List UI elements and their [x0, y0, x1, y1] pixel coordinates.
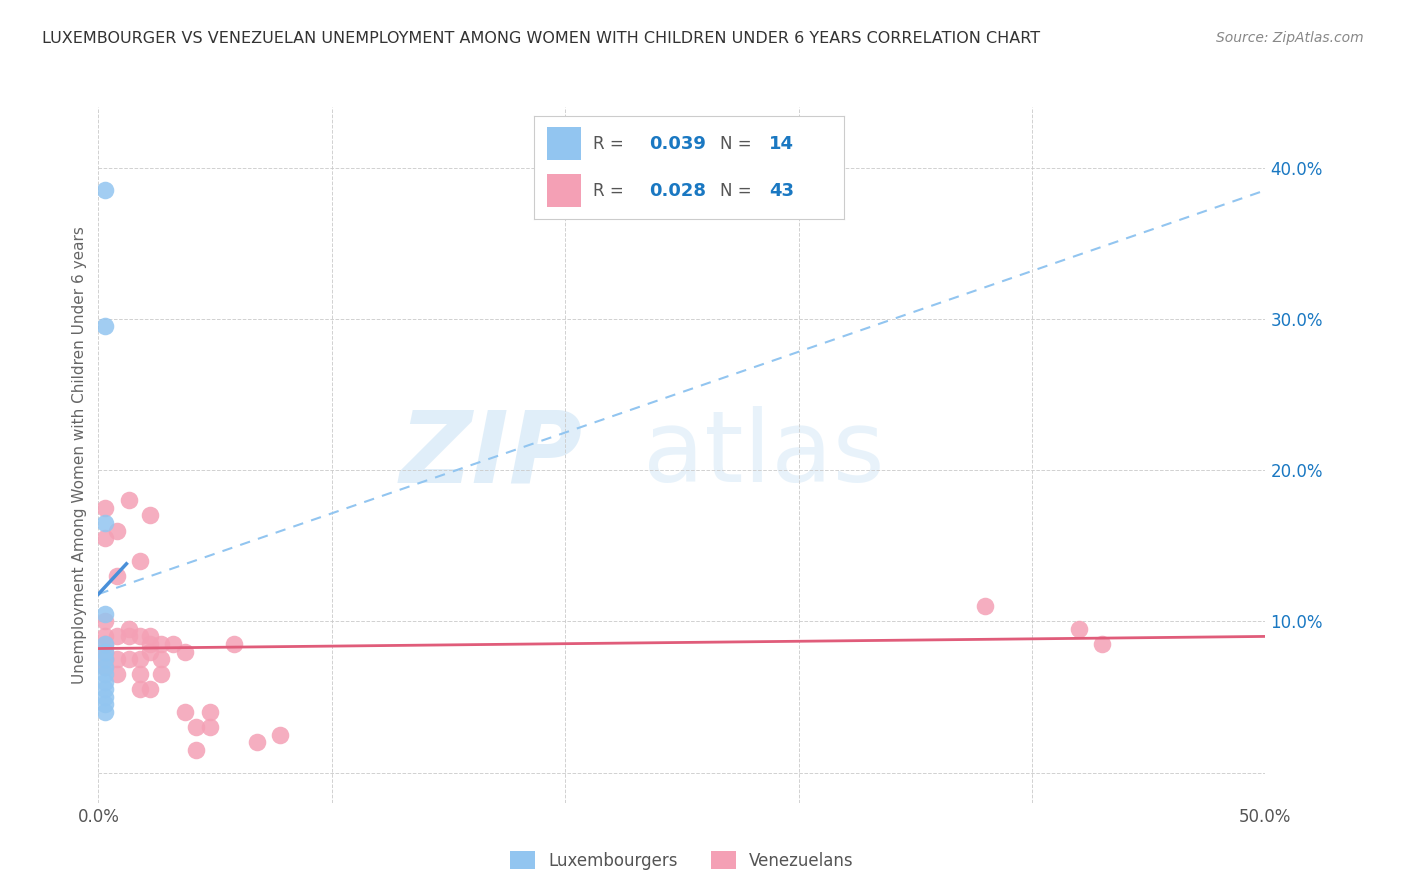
Point — [94, 659, 117, 673]
Point — [105, 629, 128, 643]
Point — [129, 554, 152, 568]
Point — [94, 659, 117, 673]
Text: LUXEMBOURGER VS VENEZUELAN UNEMPLOYMENT AMONG WOMEN WITH CHILDREN UNDER 6 YEARS : LUXEMBOURGER VS VENEZUELAN UNEMPLOYMENT … — [42, 31, 1040, 46]
Point — [1067, 622, 1090, 636]
Point — [94, 629, 117, 643]
Point — [94, 516, 117, 530]
Point — [105, 569, 128, 583]
Point — [94, 690, 117, 704]
Point — [139, 682, 162, 697]
Point — [94, 531, 117, 545]
Point — [246, 735, 269, 749]
Point — [94, 705, 117, 719]
Point — [200, 705, 222, 719]
Point — [118, 493, 141, 508]
Point — [94, 637, 117, 651]
Text: R =: R = — [593, 182, 628, 200]
Point — [1091, 637, 1114, 651]
Point — [94, 652, 117, 666]
Y-axis label: Unemployment Among Women with Children Under 6 years: Unemployment Among Women with Children U… — [72, 226, 87, 684]
Point — [222, 637, 245, 651]
Text: ZIP: ZIP — [399, 407, 582, 503]
Point — [186, 720, 208, 734]
Text: N =: N = — [720, 182, 756, 200]
Text: R =: R = — [593, 135, 628, 153]
Point — [94, 674, 117, 689]
Text: atlas: atlas — [643, 407, 884, 503]
Point — [139, 629, 162, 643]
Point — [129, 652, 152, 666]
Text: Source: ZipAtlas.com: Source: ZipAtlas.com — [1216, 31, 1364, 45]
Point — [118, 652, 141, 666]
Text: 0.039: 0.039 — [648, 135, 706, 153]
Point — [105, 667, 128, 681]
Point — [150, 637, 173, 651]
Point — [94, 644, 117, 658]
Text: N =: N = — [720, 135, 756, 153]
Bar — [547, 175, 581, 207]
Point — [94, 644, 117, 658]
Point — [94, 682, 117, 697]
Point — [129, 629, 152, 643]
Point — [200, 720, 222, 734]
Point — [139, 508, 162, 523]
Point — [974, 599, 997, 614]
Point — [139, 644, 162, 658]
Point — [129, 682, 152, 697]
Point — [94, 607, 117, 621]
Point — [94, 319, 117, 334]
Text: 14: 14 — [769, 135, 794, 153]
Point — [139, 637, 162, 651]
Point — [269, 728, 291, 742]
Bar — [547, 128, 581, 160]
Point — [129, 667, 152, 681]
Point — [118, 629, 141, 643]
Point — [94, 615, 117, 629]
Text: 0.028: 0.028 — [648, 182, 706, 200]
Point — [94, 698, 117, 712]
Point — [105, 524, 128, 538]
Point — [173, 705, 195, 719]
Text: 43: 43 — [769, 182, 794, 200]
Point — [94, 637, 117, 651]
Point — [94, 183, 117, 197]
Point — [105, 652, 128, 666]
Point — [186, 743, 208, 757]
Point — [94, 652, 117, 666]
Point — [94, 667, 117, 681]
Point — [150, 652, 173, 666]
Point — [94, 500, 117, 515]
Legend: Luxembourgers, Venezuelans: Luxembourgers, Venezuelans — [502, 843, 862, 878]
Point — [162, 637, 184, 651]
Point — [150, 667, 173, 681]
Point — [173, 644, 195, 658]
Point — [118, 622, 141, 636]
